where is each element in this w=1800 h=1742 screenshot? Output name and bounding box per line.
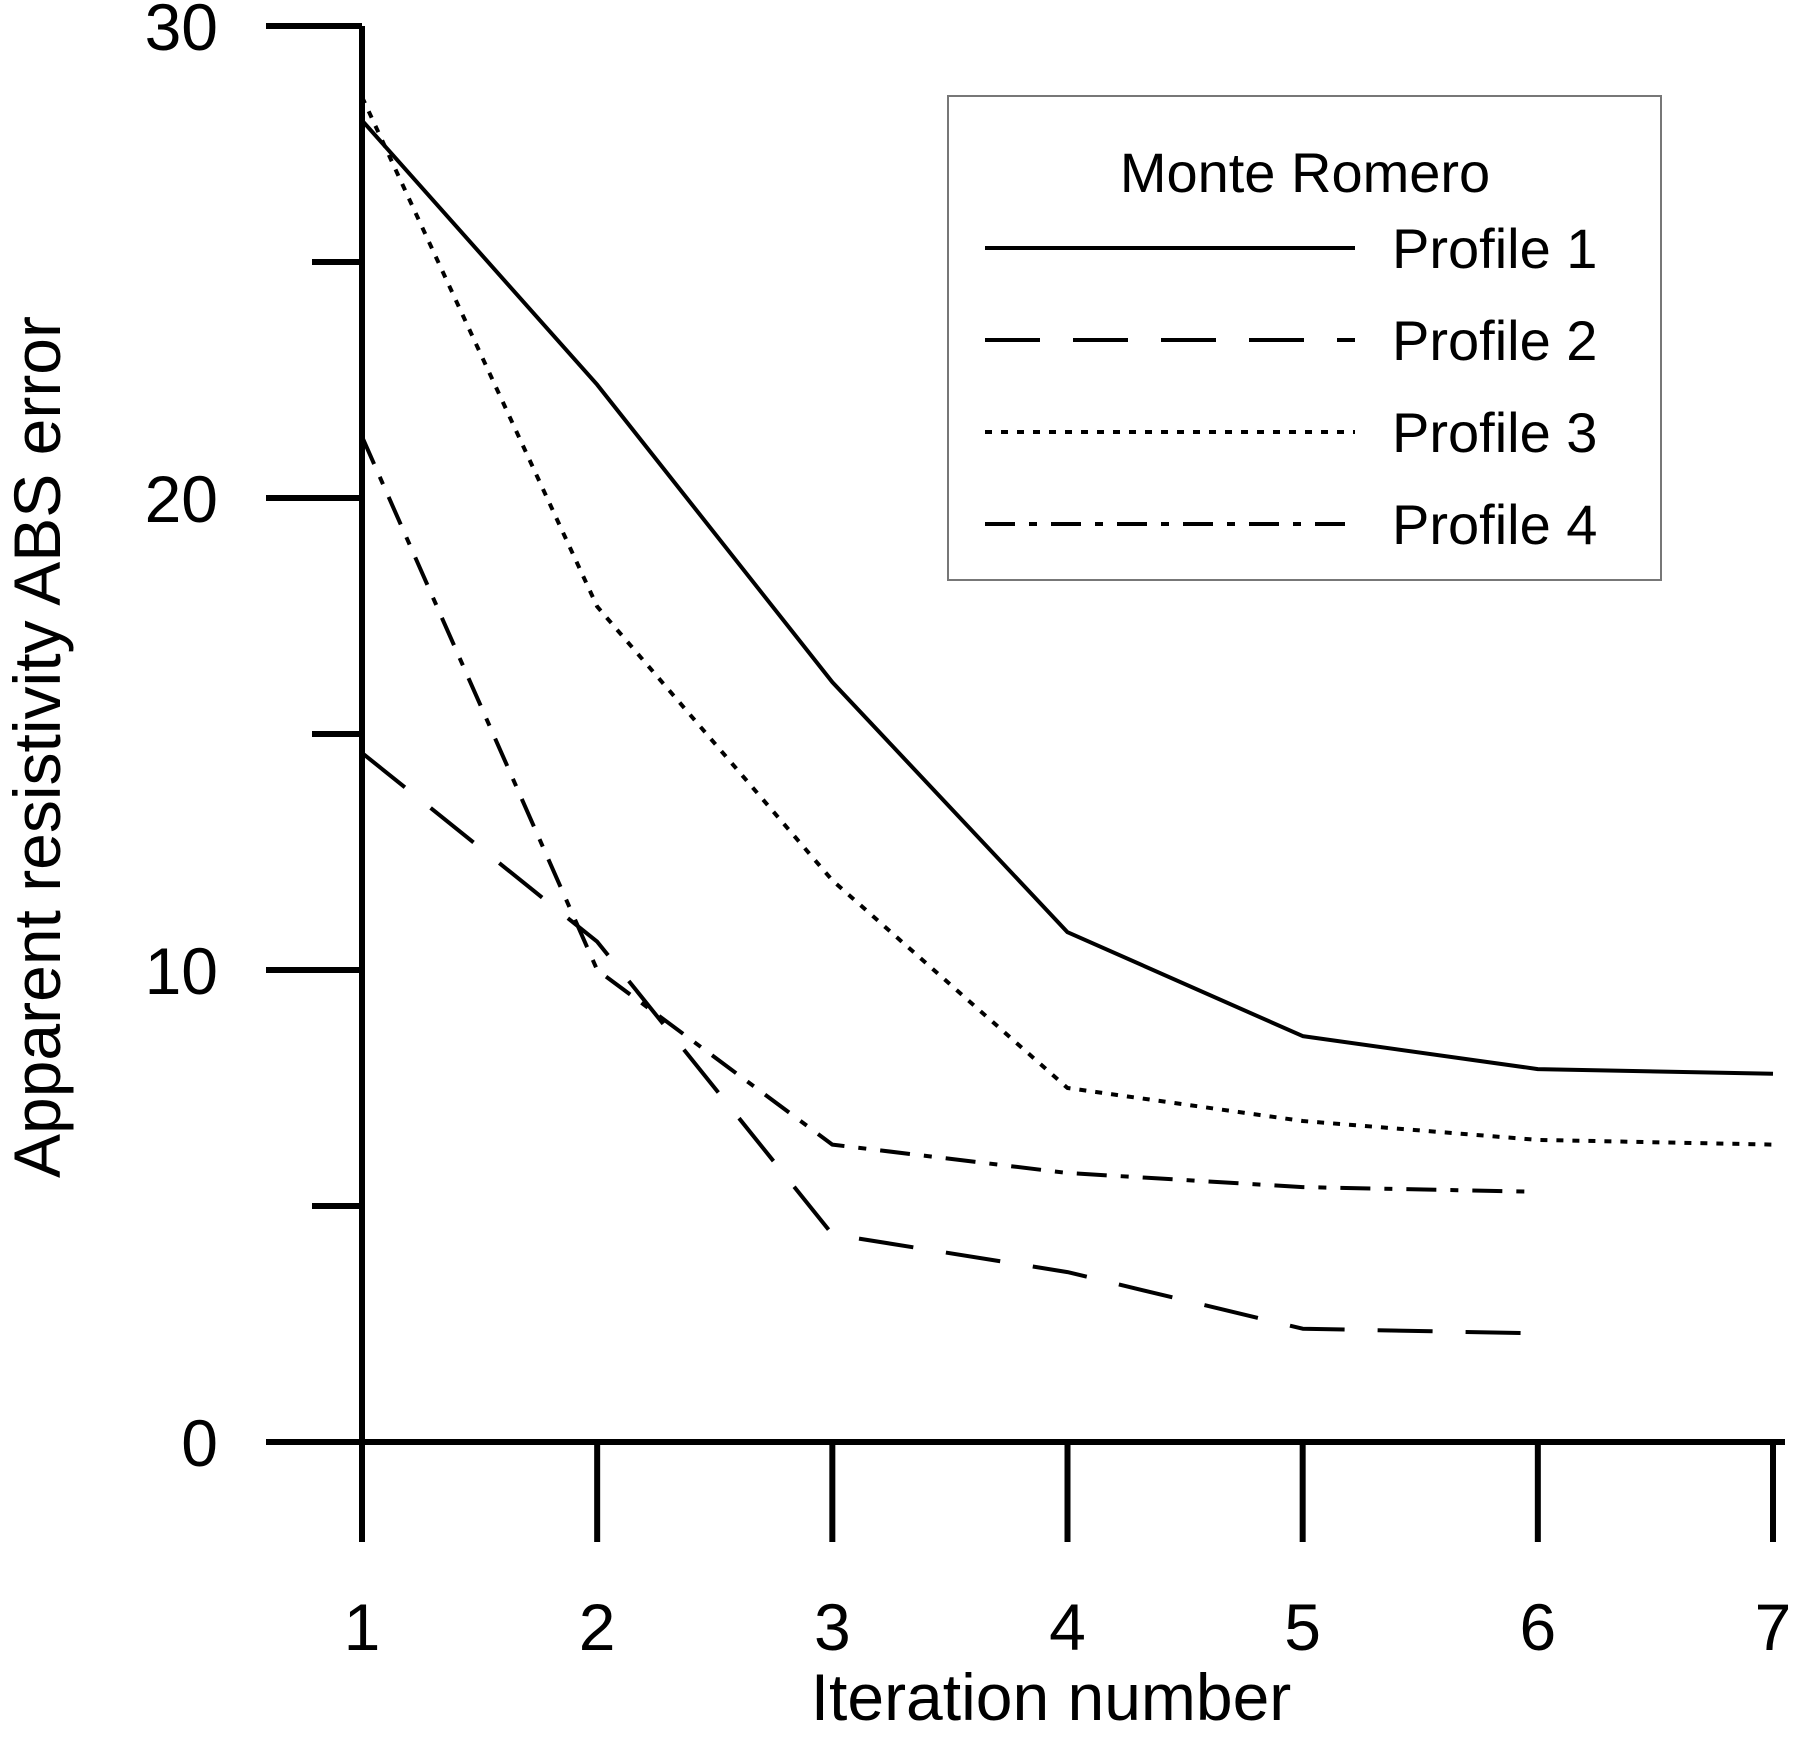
x-axis-ticks: 1 2 3 4 5 6 7 — [344, 1442, 1792, 1664]
legend-label-1: Profile 1 — [1392, 217, 1597, 280]
x-tick-label: 6 — [1519, 1590, 1556, 1664]
legend: Monte Romero Profile 1 Profile 2 Profile 3… — [947, 95, 1662, 581]
y-tick-label: 10 — [145, 934, 218, 1008]
series-line-1 — [360, 119, 1774, 1076]
y-tick-label: 20 — [145, 462, 218, 536]
y-axis-ticks: 0 10 20 30 — [145, 0, 362, 1480]
y-tick-label: 30 — [145, 0, 218, 64]
legend-box — [947, 95, 1662, 581]
y-axis-title: Apparent resistivity ABS error — [0, 316, 74, 1178]
series-line-3 — [360, 95, 1774, 1147]
legend-items: Profile 1 Profile 2 Profile 3 Profile 4 — [985, 217, 1597, 556]
x-tick-label: 5 — [1284, 1590, 1321, 1664]
x-tick-label: 3 — [814, 1590, 851, 1664]
y-tick-label: 0 — [181, 1406, 218, 1480]
x-tick-label: 1 — [344, 1590, 381, 1664]
legend-label-4: Profile 4 — [1392, 493, 1597, 556]
x-axis-title: Iteration number — [811, 1660, 1292, 1734]
legend-label-3: Profile 3 — [1392, 401, 1597, 464]
x-tick-label: 2 — [579, 1590, 616, 1664]
series-line-4 — [360, 435, 1538, 1194]
series-lines — [360, 95, 1774, 1336]
legend-title: Monte Romero — [1120, 141, 1490, 204]
legend-label-2: Profile 2 — [1392, 309, 1597, 372]
x-tick-label: 4 — [1049, 1590, 1086, 1664]
series-line-2 — [360, 751, 1538, 1336]
x-tick-label: 7 — [1755, 1590, 1792, 1664]
